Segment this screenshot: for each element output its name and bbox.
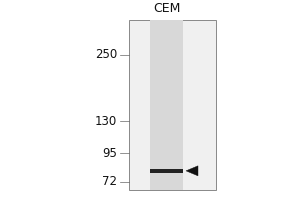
Bar [150,20,183,190]
Text: 130: 130 [95,115,117,128]
Text: 95: 95 [102,147,117,160]
Text: CEM: CEM [153,2,180,15]
Bar [150,169,183,173]
Text: 250: 250 [95,48,117,61]
Polygon shape [186,166,198,176]
Bar [129,20,216,190]
Text: 72: 72 [102,175,117,188]
